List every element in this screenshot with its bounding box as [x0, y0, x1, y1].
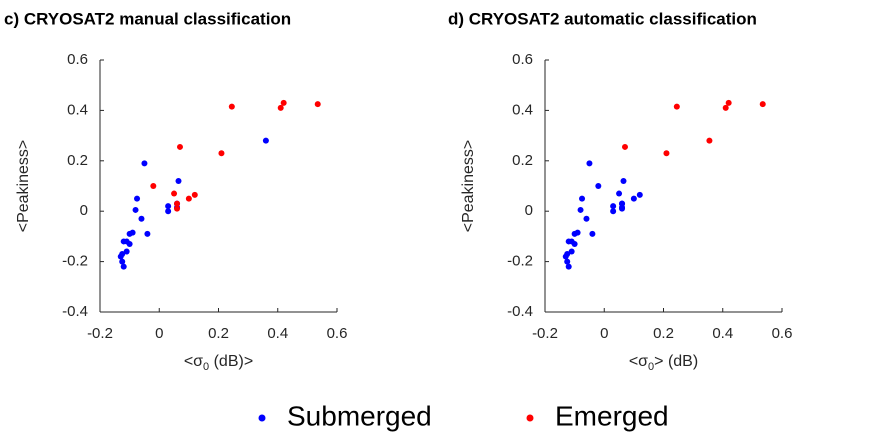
point	[141, 160, 148, 167]
point	[144, 230, 151, 237]
x-axis-label-part: 0	[203, 361, 209, 373]
point	[150, 183, 157, 189]
point	[610, 208, 617, 215]
point	[165, 203, 172, 210]
point	[119, 251, 126, 258]
point	[171, 190, 178, 197]
y-tick-label: 0	[525, 202, 533, 219]
x-tick-label: 0	[600, 325, 608, 342]
x-axis-label-part: 0	[648, 361, 654, 373]
point	[123, 248, 130, 255]
y-tick-label: 0	[80, 202, 88, 219]
point	[134, 195, 141, 202]
point	[185, 195, 192, 202]
point	[636, 191, 643, 198]
point	[126, 230, 133, 237]
legend: Submerged Emerged	[258, 400, 669, 431]
point	[120, 238, 127, 245]
point	[565, 263, 572, 270]
point	[621, 143, 628, 150]
point	[579, 195, 586, 202]
panel: c) CRYOSAT2 manual classification -0.4 -0.…	[4, 9, 347, 372]
point	[663, 150, 670, 157]
point	[620, 177, 627, 184]
point	[630, 195, 637, 202]
x-axis-label: <σ0 (dB)>	[184, 353, 253, 373]
x-tick-label: 0.4	[267, 325, 288, 342]
point	[191, 191, 198, 198]
point	[228, 103, 235, 110]
point	[586, 160, 593, 167]
x-tick-label: -0.2	[532, 325, 558, 342]
y-tick-label: 0.4	[67, 101, 88, 118]
point	[589, 230, 596, 237]
x-tick-label: 0.4	[712, 325, 733, 342]
point	[314, 101, 321, 108]
y-tick-label: -0.4	[62, 303, 88, 320]
chart-title: c) CRYOSAT2 manual classification	[4, 9, 291, 28]
y-tick-label: 0.4	[512, 101, 533, 118]
point	[218, 150, 225, 157]
legend-marker	[526, 414, 534, 422]
x-tick-label: 0.6	[772, 325, 793, 342]
point	[616, 190, 623, 197]
point	[722, 104, 729, 111]
y-tick-label: 0.6	[67, 51, 88, 68]
x-tick-label: 0.2	[208, 325, 229, 342]
point	[725, 99, 732, 106]
legend-label: Submerged	[287, 400, 432, 431]
legend-label: Emerged	[555, 400, 669, 431]
x-axis-label-part: <σ	[184, 353, 203, 370]
point	[138, 215, 145, 222]
point	[174, 205, 181, 212]
point	[595, 183, 602, 189]
point	[132, 206, 139, 213]
y-tick-label: -0.2	[507, 253, 533, 270]
y-tick-label: 0.6	[512, 51, 533, 68]
point	[165, 208, 172, 215]
x-axis-label-part: <σ	[629, 353, 648, 370]
panel: d) CRYOSAT2 automatic classification -0.4…	[448, 9, 792, 372]
point	[706, 137, 713, 144]
chart-title: d) CRYOSAT2 automatic classification	[448, 9, 757, 28]
x-axis-label: <σ0> (dB)	[629, 353, 698, 373]
point	[619, 205, 626, 212]
point	[174, 200, 181, 207]
legend-marker	[258, 414, 266, 422]
point	[571, 230, 578, 237]
point	[176, 143, 183, 150]
point	[759, 101, 766, 108]
x-axis-label-part: > (dB)	[654, 353, 698, 370]
point	[120, 263, 127, 270]
x-tick-label: 0.2	[653, 325, 674, 342]
point	[583, 215, 590, 222]
point	[280, 99, 287, 106]
point	[564, 251, 571, 258]
x-axis-label-part: (dB)>	[209, 353, 253, 370]
x-tick-label: 0.6	[327, 325, 348, 342]
point	[565, 238, 572, 245]
point	[262, 137, 269, 144]
y-tick-label: 0.2	[512, 152, 533, 169]
point	[564, 258, 571, 265]
y-axis-label: <Peakiness>	[15, 140, 32, 233]
point	[577, 206, 584, 213]
x-tick-label: 0	[155, 325, 163, 342]
y-tick-label: -0.2	[62, 253, 88, 270]
point	[610, 203, 617, 210]
x-tick-label: -0.2	[87, 325, 113, 342]
point	[119, 258, 126, 265]
y-tick-label: 0.2	[67, 152, 88, 169]
y-axis-label: <Peakiness>	[460, 140, 477, 233]
point	[619, 200, 626, 207]
y-tick-label: -0.4	[507, 303, 533, 320]
point	[277, 104, 284, 111]
point	[673, 103, 680, 110]
point	[568, 248, 575, 255]
point	[175, 177, 182, 184]
